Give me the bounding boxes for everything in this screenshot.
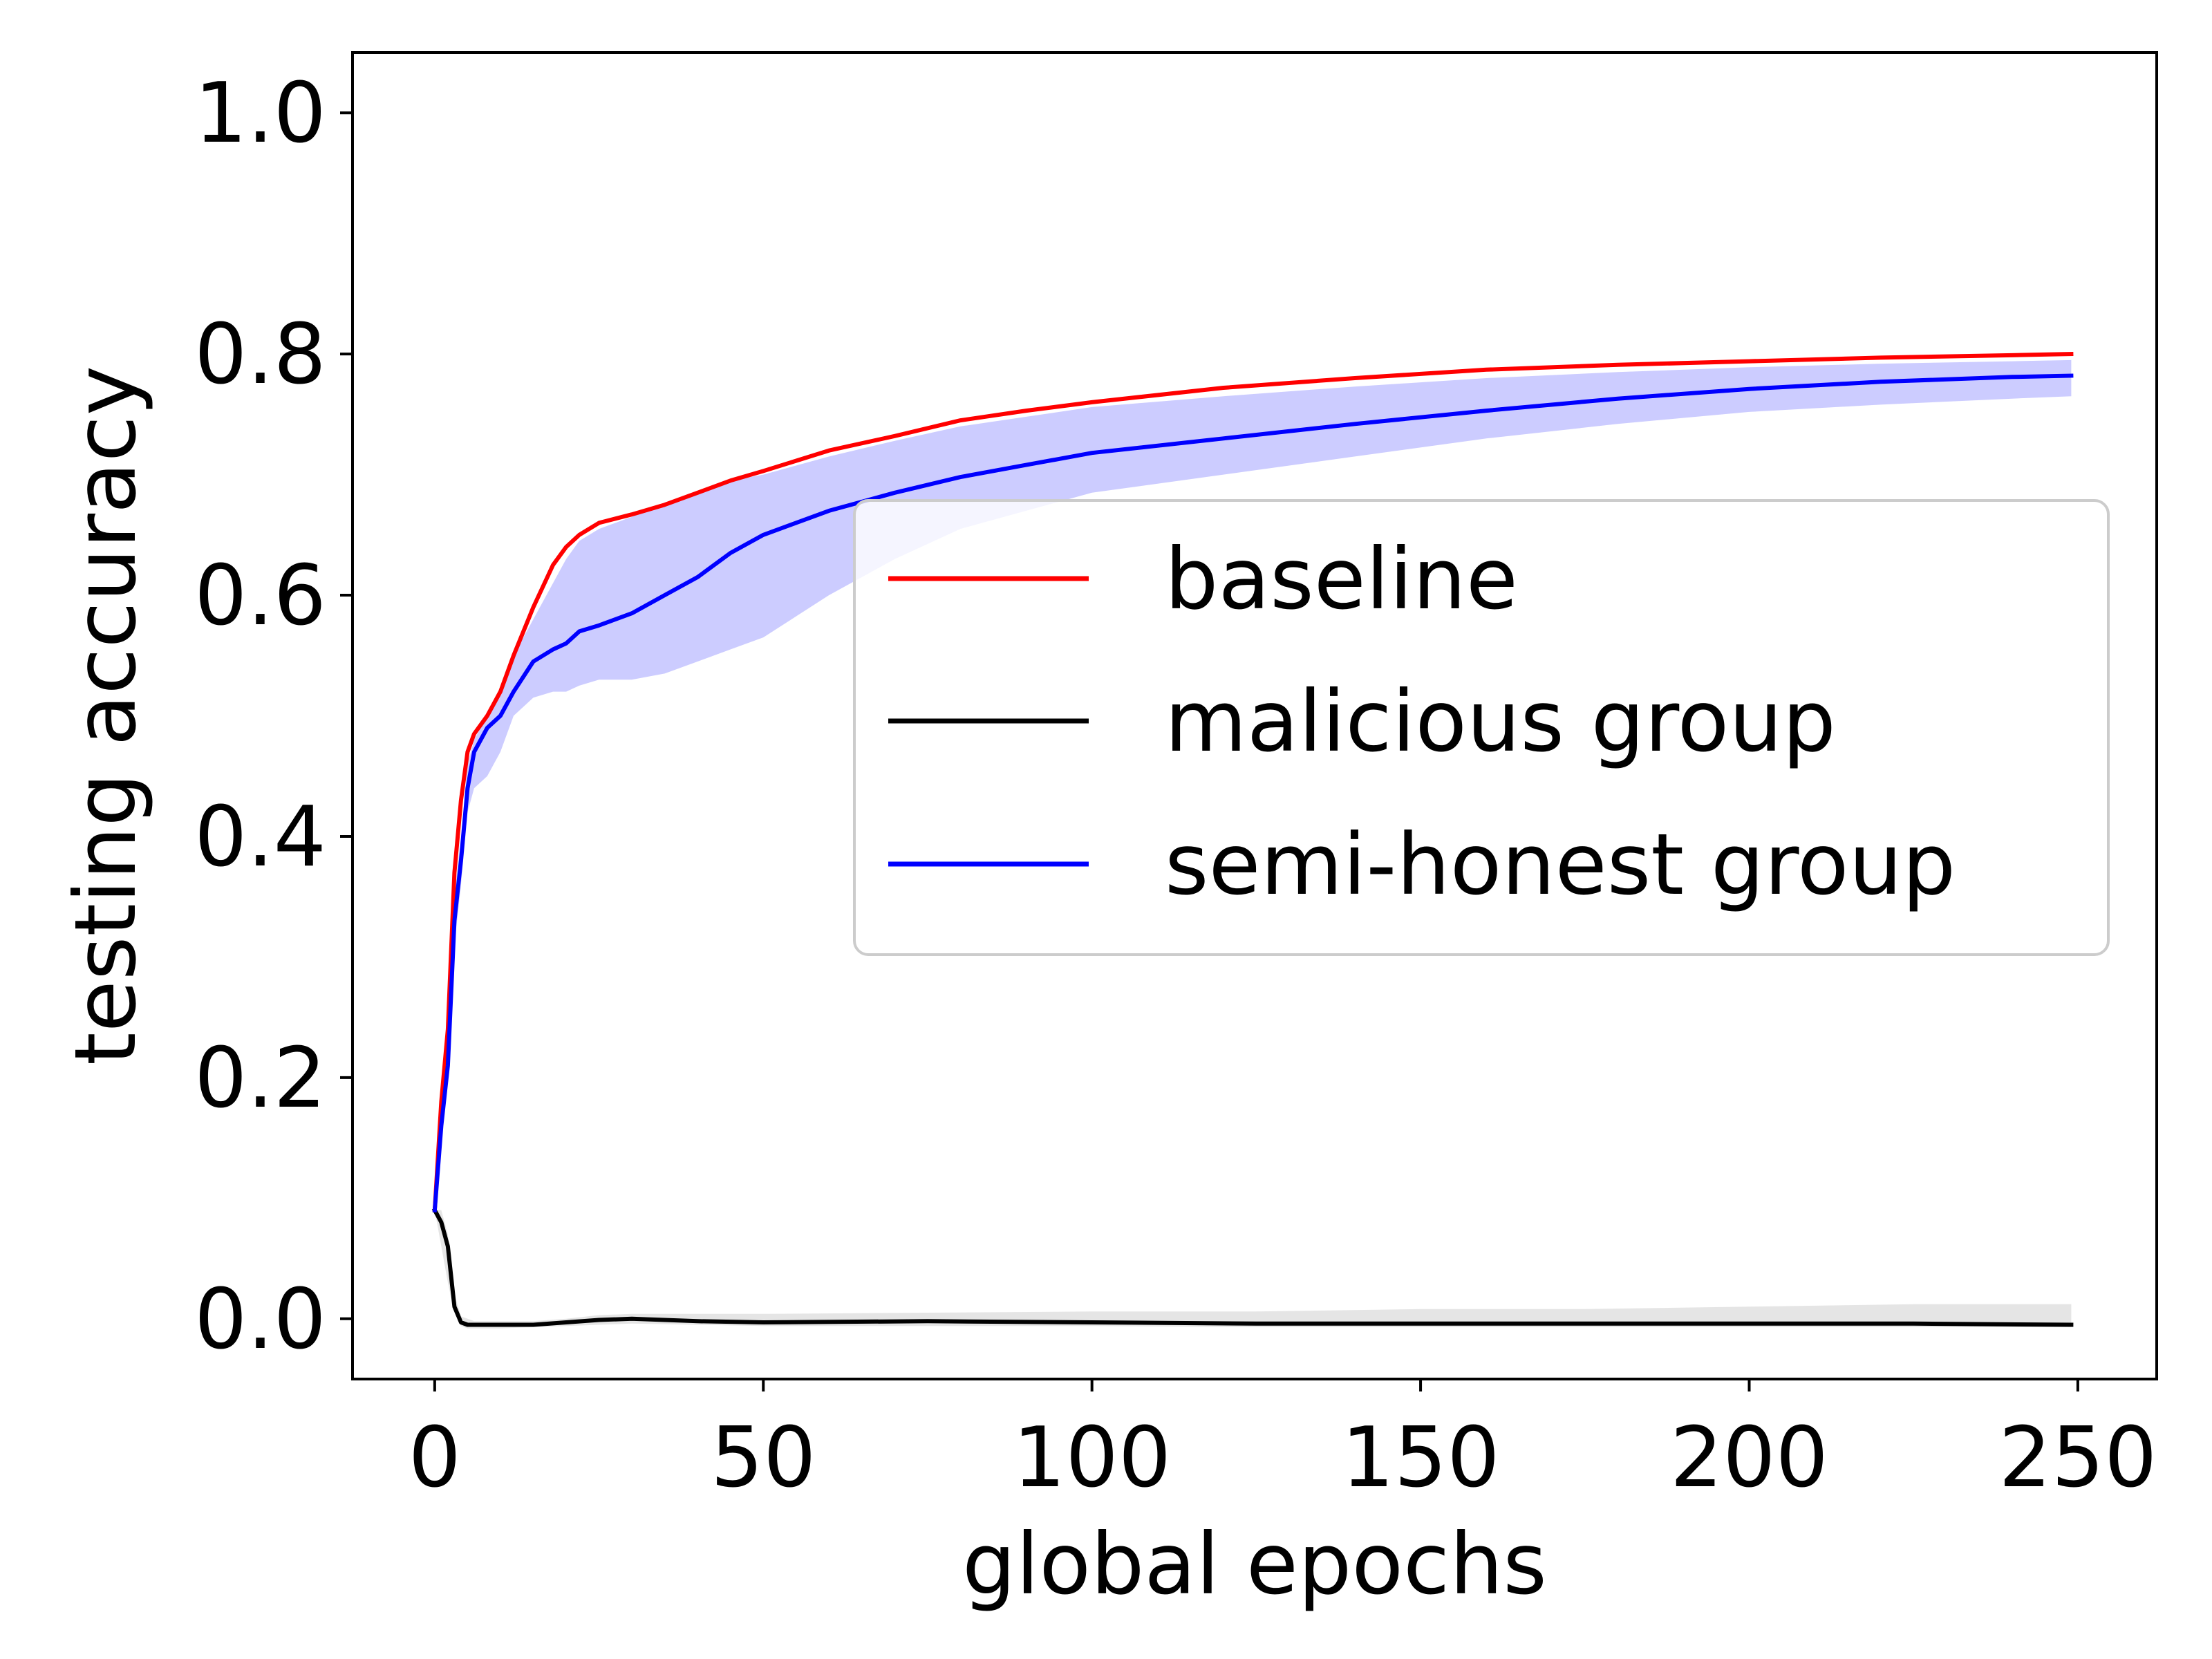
series-line-malicious-group bbox=[431, 1207, 2074, 1327]
y-tick-label: 0.8 bbox=[194, 307, 326, 403]
x-tick-label: 100 bbox=[1013, 1410, 1171, 1506]
legend-label-baseline: baseline bbox=[1165, 530, 1518, 628]
y-tick-label: 0.4 bbox=[194, 789, 326, 885]
series-lines bbox=[431, 352, 2074, 1327]
y-tick-label: 0.2 bbox=[194, 1031, 326, 1127]
y-tick-label: 1.0 bbox=[194, 66, 326, 162]
band-malicious-group bbox=[434, 1210, 2072, 1329]
legend: baseline malicious group semi-honest gro… bbox=[853, 499, 2110, 956]
y-axis-label: testing accuracy bbox=[57, 366, 155, 1065]
y-tick-label: 0.6 bbox=[194, 548, 326, 644]
series-line-semi-honest-group bbox=[432, 373, 2074, 1213]
plot-frame bbox=[351, 51, 2158, 1380]
x-tick-label: 50 bbox=[711, 1410, 816, 1506]
legend-frame bbox=[853, 499, 2110, 956]
legend-label-semi-honest-group: semi-honest group bbox=[1165, 816, 1956, 914]
series-line-baseline bbox=[432, 352, 2074, 1212]
legend-label-malicious-group: malicious group bbox=[1165, 673, 1836, 771]
y-tick-label: 0.0 bbox=[194, 1272, 326, 1368]
x-tick-label: 250 bbox=[1998, 1410, 2157, 1506]
x-tick-label: 200 bbox=[1670, 1410, 1828, 1506]
x-tick-label: 0 bbox=[409, 1410, 461, 1506]
x-axis-label: global epochs bbox=[962, 1515, 1547, 1613]
band-semi-honest-group bbox=[434, 359, 2072, 1210]
x-tick-label: 150 bbox=[1342, 1410, 1500, 1506]
confidence-bands bbox=[434, 354, 2072, 1329]
axis-ticks: 0 50 100 150 200 250 0.0 0.2 0.4 0.6 0.8 1.0 bbox=[194, 66, 2157, 1506]
